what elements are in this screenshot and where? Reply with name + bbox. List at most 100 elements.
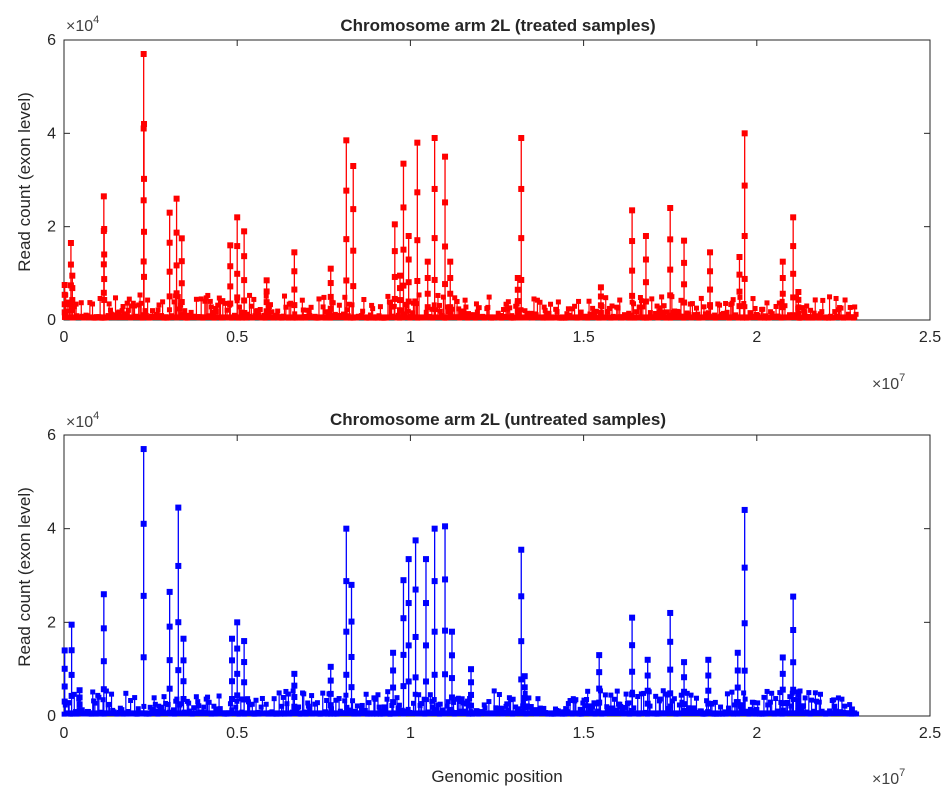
data-point	[622, 704, 628, 710]
data-point	[603, 295, 609, 301]
data-point	[171, 299, 177, 305]
data-point	[123, 311, 129, 317]
data-point	[852, 304, 858, 310]
x-tick-label: 2.5	[919, 725, 941, 742]
data-point	[614, 688, 620, 694]
data-point	[404, 303, 410, 309]
data-point	[448, 675, 455, 682]
data-point	[847, 304, 853, 310]
data-point	[448, 652, 455, 659]
data-point	[528, 704, 534, 710]
y-axis-label: Read count (exon level)	[15, 487, 34, 667]
data-point	[548, 301, 554, 307]
data-point	[178, 299, 185, 306]
data-point	[615, 305, 621, 311]
data-point	[160, 299, 166, 305]
data-point	[740, 702, 746, 708]
data-point	[736, 288, 743, 295]
data-point	[227, 283, 234, 290]
data-point	[405, 233, 412, 239]
data-point	[288, 300, 294, 306]
data-point	[801, 703, 807, 709]
data-point	[444, 703, 450, 709]
data-point	[397, 272, 404, 279]
data-point	[213, 309, 219, 315]
data-point	[350, 698, 356, 704]
data-point	[784, 699, 790, 705]
data-point	[327, 280, 334, 287]
data-point	[422, 642, 429, 649]
baseline-signal	[64, 710, 858, 716]
data-point	[241, 659, 248, 666]
data-point	[842, 297, 848, 303]
data-point	[343, 187, 350, 194]
data-point	[811, 310, 817, 316]
data-point	[350, 283, 357, 290]
y-tick-label: 4	[47, 125, 56, 142]
data-point	[667, 609, 674, 616]
x-tick-label: 0	[60, 329, 69, 346]
data-point	[400, 577, 407, 584]
data-point	[255, 308, 261, 314]
data-point	[253, 697, 259, 703]
data-point	[180, 635, 187, 642]
data-point	[400, 246, 407, 253]
x-tick-label: 0.5	[226, 329, 248, 346]
data-point	[565, 701, 571, 707]
data-point	[396, 702, 402, 708]
data-point	[206, 699, 212, 705]
data-point	[521, 673, 528, 680]
data-point	[738, 706, 744, 712]
data-point	[707, 302, 714, 309]
data-point	[69, 285, 76, 292]
data-point	[629, 614, 636, 621]
data-point	[429, 306, 435, 312]
data-point	[675, 309, 681, 315]
data-point	[69, 307, 76, 314]
data-point	[688, 692, 694, 698]
y-multiplier: ×104	[66, 410, 99, 431]
data-point	[741, 690, 747, 696]
data-point	[165, 701, 171, 707]
data-point	[201, 704, 207, 710]
data-point	[693, 305, 699, 311]
data-point	[156, 302, 162, 308]
data-point	[853, 311, 859, 317]
data-point	[718, 704, 724, 710]
data-point	[247, 292, 253, 298]
data-point	[414, 237, 421, 244]
data-point	[729, 300, 735, 306]
data-point	[416, 292, 422, 298]
data-point	[413, 301, 419, 307]
data-point	[283, 304, 289, 310]
data-point	[186, 700, 192, 706]
data-point	[597, 293, 604, 300]
data-point	[685, 311, 691, 317]
data-point	[249, 701, 255, 707]
data-point	[842, 703, 848, 709]
data-point	[333, 697, 339, 703]
data-point	[279, 703, 285, 709]
data-point	[238, 696, 244, 702]
data-point	[100, 686, 107, 693]
data-point	[68, 671, 75, 678]
data-point	[629, 267, 636, 274]
data-point	[220, 298, 226, 304]
data-point	[405, 256, 412, 263]
y-tick-label: 2	[47, 614, 56, 631]
data-point	[141, 175, 148, 182]
data-point	[405, 642, 412, 649]
data-point	[701, 304, 707, 310]
data-point	[282, 293, 288, 299]
data-point	[691, 705, 697, 711]
chart-title: Chromosome arm 2L (treated samples)	[340, 16, 655, 35]
data-point	[284, 701, 290, 707]
data-point	[275, 308, 281, 314]
data-point	[342, 294, 348, 300]
data-point	[473, 301, 479, 307]
data-point	[412, 633, 419, 640]
data-point	[372, 696, 378, 702]
data-point	[100, 697, 106, 703]
data-point	[258, 704, 264, 710]
data-point	[790, 659, 797, 666]
